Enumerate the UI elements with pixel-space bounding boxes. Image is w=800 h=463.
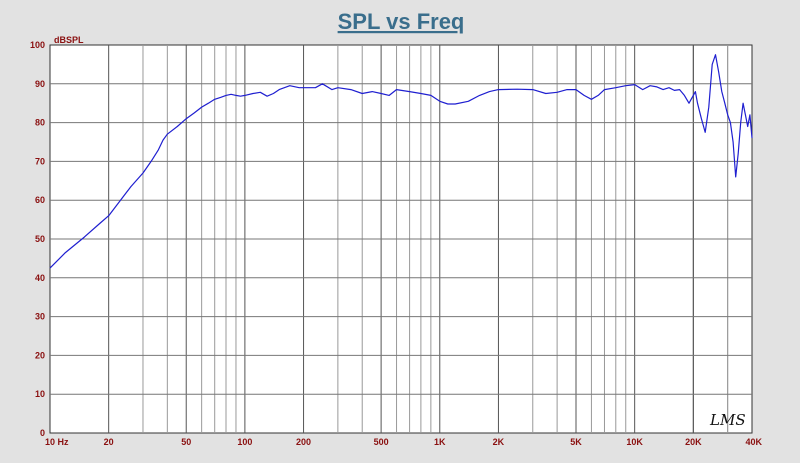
y-tick-label: 40 [35,273,45,283]
x-tick-label: 2K [493,437,505,447]
y-tick-labels: 0 10 20 30 40 50 60 70 80 90 100 [30,40,45,438]
y-tick-label: 60 [35,195,45,205]
x-tick-label: 10 Hz [45,437,69,447]
series-group [49,54,753,269]
x-tick-label: 200 [296,437,311,447]
y-tick-label: 20 [35,350,45,360]
grid-lines [50,45,752,433]
series-line [49,54,753,269]
x-tick-label: 20 [104,437,114,447]
y-tick-label: 0 [40,428,45,438]
x-tick-label: 100 [237,437,252,447]
y-tick-label: 10 [35,389,45,399]
x-tick-label: 20K [685,437,702,447]
x-tick-label: 1K [434,437,446,447]
x-tick-label: 50 [181,437,191,447]
x-tick-labels: 10 Hz 20 50 100 200 500 1K 2K 5K 10K 20K 40K [45,437,762,447]
lms-logo: LMS [709,411,746,429]
y-tick-label: 90 [35,79,45,89]
x-tick-label: 40K [745,437,762,447]
y-tick-label: 80 [35,118,45,128]
y-axis-label: dBSPL [54,35,84,45]
y-tick-label: 70 [35,156,45,166]
chart-title: SPL vs Freq [338,9,465,34]
y-tick-label: 50 [35,234,45,244]
x-tick-label: 10K [626,437,643,447]
y-tick-label: 100 [30,40,45,50]
x-tick-label: 500 [374,437,389,447]
y-tick-label: 30 [35,312,45,322]
x-tick-label: 5K [570,437,582,447]
